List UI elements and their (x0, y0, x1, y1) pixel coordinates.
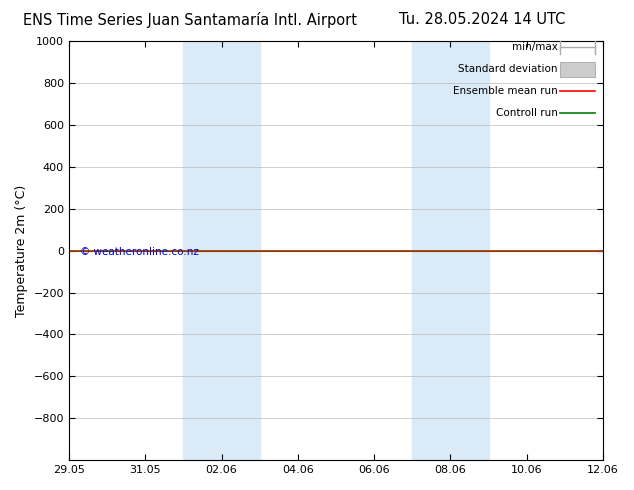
Text: Tu. 28.05.2024 14 UTC: Tu. 28.05.2024 14 UTC (399, 12, 565, 27)
Text: Controll run: Controll run (496, 108, 558, 118)
Text: © weatheronline.co.nz: © weatheronline.co.nz (80, 247, 198, 257)
Text: Ensemble mean run: Ensemble mean run (453, 86, 558, 96)
FancyBboxPatch shape (560, 62, 595, 76)
Y-axis label: Temperature 2m (°C): Temperature 2m (°C) (15, 184, 28, 317)
Text: ENS Time Series Juan Santamaría Intl. Airport: ENS Time Series Juan Santamaría Intl. Ai… (23, 12, 357, 28)
Text: min/max: min/max (512, 42, 558, 52)
Text: Standard deviation: Standard deviation (458, 64, 558, 74)
Bar (183, 41, 260, 460)
Bar (412, 41, 489, 460)
